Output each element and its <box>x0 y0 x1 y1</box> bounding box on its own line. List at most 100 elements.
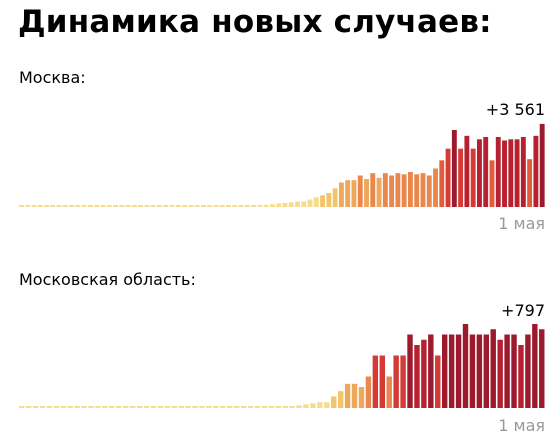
chart-bar <box>251 205 257 207</box>
chart-bar <box>426 175 432 207</box>
chart-bar <box>113 205 118 207</box>
chart-bar <box>310 403 316 409</box>
chart-bar <box>414 174 420 207</box>
chart-bar <box>254 406 261 408</box>
chart-bar <box>458 148 464 207</box>
chart-bar <box>476 139 482 207</box>
chart-bar <box>268 406 275 408</box>
chart-bar <box>56 205 62 207</box>
chart-bar <box>261 406 268 408</box>
chart-bar <box>74 406 80 408</box>
chart-bar <box>46 406 53 408</box>
chart-bar <box>150 205 156 207</box>
chart-bar <box>386 376 392 408</box>
chart-bar <box>282 202 288 207</box>
chart-bar <box>188 205 194 207</box>
chart-bar <box>60 406 67 408</box>
chart-bar <box>455 334 462 408</box>
chart-bar <box>476 334 483 408</box>
chart-bar <box>157 406 164 408</box>
chart-bar <box>527 159 533 207</box>
chart-bar <box>240 406 247 408</box>
chart-bar <box>351 383 358 408</box>
region-x-tick-label: 1 мая <box>498 416 545 435</box>
chart-bar <box>364 179 369 207</box>
chart-bar <box>44 205 49 207</box>
chart-bar <box>332 188 338 207</box>
chart-bar <box>508 139 514 207</box>
chart-bar <box>143 406 150 408</box>
chart-bar <box>213 205 219 207</box>
chart-bar <box>138 205 144 207</box>
chart-bar <box>401 174 407 207</box>
chart-bar <box>94 205 100 207</box>
chart-bar <box>428 334 434 408</box>
chart-bar <box>414 345 420 408</box>
chart-bar <box>393 355 399 408</box>
chart-bar <box>351 180 357 207</box>
moscow-last-value: +3 561 <box>485 100 545 119</box>
chart-bar <box>539 123 545 207</box>
chart-bar <box>232 205 238 207</box>
chart-bar <box>520 137 526 207</box>
chart-bar <box>95 406 101 408</box>
chart-bar <box>171 406 177 408</box>
chart-bar <box>525 334 531 408</box>
chart-bar <box>244 205 250 207</box>
chart-bar <box>324 402 330 408</box>
chart-bar <box>407 172 413 207</box>
chart-bar <box>331 396 337 408</box>
chart-bar <box>407 334 413 408</box>
chart-bar <box>313 197 319 207</box>
chart-bar <box>129 406 136 408</box>
chart-bar <box>157 205 162 207</box>
chart-bar <box>220 406 226 408</box>
chart-bar <box>483 334 489 408</box>
chart-bar <box>37 205 43 207</box>
chart-bar <box>182 205 188 207</box>
chart-bar <box>307 199 313 207</box>
region-chart-title: Московская область: <box>19 270 196 289</box>
chart-bar <box>185 406 191 408</box>
chart-bar <box>490 329 496 408</box>
chart-bar <box>395 173 401 207</box>
chart-bar <box>238 205 244 207</box>
chart-bar <box>448 334 455 408</box>
chart-bar <box>247 406 254 408</box>
chart-bar <box>19 205 24 207</box>
chart-bar <box>213 406 219 408</box>
chart-bar <box>435 355 441 408</box>
chart-bar <box>25 205 31 207</box>
region-last-value: +797 <box>501 301 545 320</box>
chart-bar <box>511 334 517 408</box>
chart-bar <box>257 205 263 207</box>
chart-bar <box>81 205 87 207</box>
chart-bar <box>75 205 81 207</box>
chart-bar <box>504 334 510 408</box>
chart-bar <box>376 177 382 207</box>
chart-bar <box>32 406 39 408</box>
chart-bar <box>136 406 143 408</box>
chart-bar <box>123 406 129 408</box>
moscow-x-tick-label: 1 мая <box>498 214 545 233</box>
chart-bar <box>344 383 351 408</box>
region-chart <box>19 324 545 409</box>
chart-bar <box>497 339 503 408</box>
chart-bar <box>470 148 476 207</box>
chart-bar <box>69 205 75 207</box>
chart-bar <box>109 406 115 408</box>
chart-bar <box>178 406 184 408</box>
chart-bar <box>25 406 32 408</box>
chart-bar <box>62 205 68 207</box>
chart-bar <box>389 175 395 207</box>
chart-bar <box>227 406 233 408</box>
chart-bar <box>192 406 198 408</box>
chart-bar <box>53 406 60 408</box>
chart-bar <box>382 173 388 207</box>
chart-bar <box>207 205 213 207</box>
chart-bar <box>372 355 379 408</box>
chart-bar <box>502 140 507 207</box>
chart-bar <box>514 139 520 207</box>
chart-bar <box>421 339 427 408</box>
chart-bar <box>338 182 344 207</box>
